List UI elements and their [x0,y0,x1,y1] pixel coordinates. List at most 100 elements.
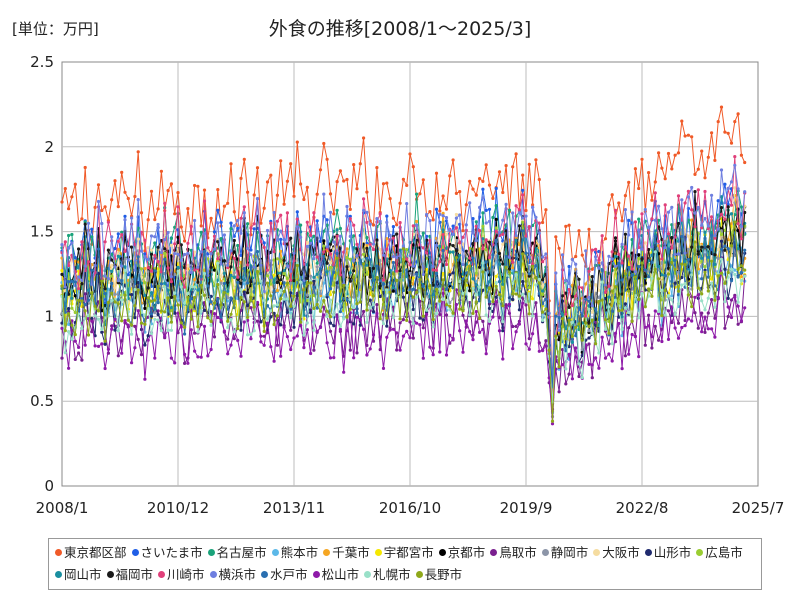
data-point [70,337,74,341]
data-point [653,234,657,238]
data-point [246,303,250,308]
data-point [110,281,114,285]
data-point [663,246,667,250]
data-point [348,207,352,211]
data-point [90,227,94,231]
data-point [173,361,177,365]
data-point [385,247,389,251]
data-point [362,208,366,212]
data-point [202,287,207,291]
data-point [113,286,117,290]
data-point [438,231,442,235]
data-point [706,155,710,159]
data-point [242,247,246,251]
legend-item: 福岡市 [106,564,153,586]
data-point [83,292,87,296]
data-point [627,180,631,184]
data-point [438,244,442,248]
data-point [484,248,488,252]
data-point [279,237,283,241]
data-point [388,281,392,285]
data-point [378,247,382,252]
data-point [676,289,681,293]
data-point [580,353,584,358]
data-point [657,204,661,208]
data-point [444,232,449,236]
data-point [431,353,435,357]
data-point [381,182,386,186]
data-point [491,299,495,304]
data-point [713,253,717,257]
data-point [143,377,147,381]
data-point [232,299,236,303]
data-point [355,302,359,306]
data-point [289,269,293,273]
data-point [67,233,71,238]
data-point [431,283,435,287]
data-point [219,318,223,322]
data-point [706,224,710,228]
data-point [269,275,273,280]
data-point [580,314,584,318]
data-point [690,273,694,277]
data-point [202,293,207,297]
data-point [418,265,422,269]
data-point [726,131,730,135]
data-point [309,281,313,285]
data-point [444,216,449,220]
data-point [246,315,250,319]
data-point [461,235,465,239]
data-point [729,224,734,228]
data-point [123,268,127,273]
data-point [189,297,193,301]
data-point [322,299,326,303]
data-point [607,305,611,309]
data-point [584,282,588,286]
data-point [289,316,293,320]
data-point [275,257,279,261]
data-point [322,229,326,233]
data-point [295,294,299,298]
data-point [743,306,747,310]
data-point [716,199,720,203]
data-point [574,334,578,338]
data-point [103,292,107,296]
data-point [352,234,356,238]
data-point [93,263,97,268]
data-point [163,334,167,338]
data-point [487,280,492,284]
data-point [564,382,568,386]
data-point [497,315,502,320]
data-point [706,227,710,231]
data-point [232,238,236,243]
data-point [627,265,631,270]
data-point [425,251,429,255]
data-point [719,212,724,216]
data-point [564,349,568,353]
legend-item: 山形市 [644,542,691,564]
data-point [371,242,376,246]
data-point [242,267,246,271]
data-point [643,325,647,329]
data-point [444,313,449,317]
data-point [90,316,94,321]
data-point [179,243,183,247]
data-point [110,198,114,202]
data-point [683,228,687,232]
data-point [696,252,700,256]
data-point [285,242,289,246]
data-point [388,197,392,201]
data-point [418,251,422,255]
data-point [292,325,296,329]
data-point [484,208,488,212]
data-point [315,329,319,333]
y-tick-label: 1 [44,307,54,325]
data-point [222,291,226,295]
data-point [123,218,127,222]
data-point [365,220,369,224]
data-point [444,353,449,357]
data-point [173,291,177,295]
data-point [560,348,565,352]
data-point [123,265,127,269]
data-point [222,233,226,237]
